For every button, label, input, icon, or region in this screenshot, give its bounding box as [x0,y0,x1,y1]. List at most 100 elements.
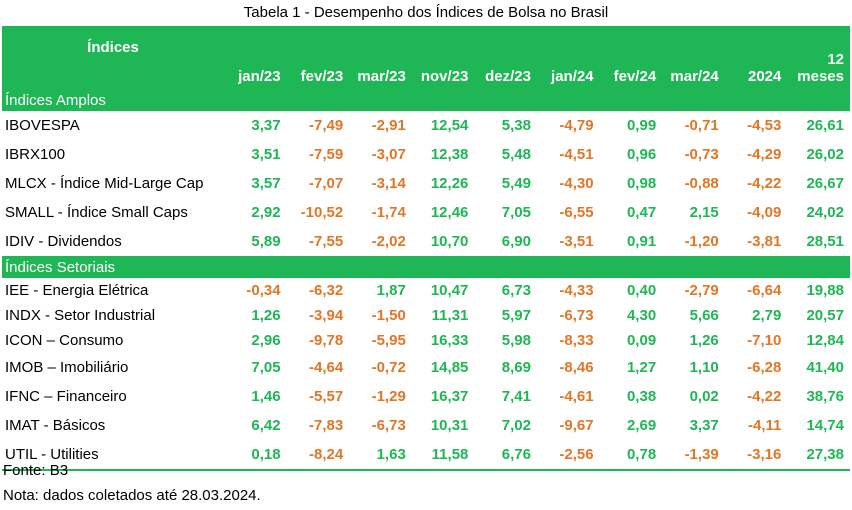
value-cell: 14,74 [806,417,844,434]
table-row: ICON – Consumo 2,96 -9,78 -5,95 16,33 5,98 -8,… [2,328,850,353]
value-cell: -4,79 [559,117,594,134]
value-cell: -10,52 [300,204,344,221]
index-name: IEE - Energia Elétrica [5,282,149,299]
value-cell: 3,51 [251,146,281,163]
value-cell: 6,90 [501,233,531,250]
value-cell: 4,30 [626,307,657,324]
value-cell: -0,72 [371,359,406,376]
performance-table: Índices jan/23 fev/23 mar/23 nov/23 dez/23 ja… [2,26,850,471]
value-cell: -3,94 [309,307,344,324]
table-row: IDIV - Dividendos 5,89 -7,55 -2,02 10,70 6,90… [2,227,850,256]
value-cell: -1,50 [371,307,406,324]
column-header: jan/23 [224,26,287,89]
value-cell: -3,51 [559,233,594,250]
value-cell: -2,91 [371,117,406,134]
value-cell: 0,09 [626,332,657,349]
value-cell: -6,73 [371,417,406,434]
value-cell: 7,41 [501,388,531,405]
value-cell: -4,53 [747,117,782,134]
table-row: IMAT - Básicos 6,42 -7,83 -6,73 10,31 7,02 -9,… [2,411,850,440]
value-cell: 0,78 [599,440,663,471]
value-cell: -6,64 [747,282,782,299]
value-cell: 0,40 [626,282,657,299]
value-cell: -2,56 [536,440,600,471]
value-cell: 11,58 [411,440,475,471]
value-cell: 12,84 [806,332,844,349]
column-header: mar/23 [349,26,412,89]
value-cell: 0,96 [626,146,657,163]
table-row: IBOVESPA 3,37 -7,49 -2,91 12,54 5,38 -4,79 0,99… [2,111,850,140]
value-cell: 26,67 [806,175,844,192]
value-cell: -7,55 [309,233,344,250]
table-row: INDX - Setor Industrial 1,26 -3,94 -1,50 11,… [2,303,850,328]
column-header: 12 meses [787,26,850,89]
value-cell: 10,31 [430,417,469,434]
value-cell: 1,10 [689,359,719,376]
value-cell: 1,27 [626,359,657,376]
value-cell: 3,57 [251,175,281,192]
value-cell: -3,81 [747,233,782,250]
value-cell: 6,42 [251,417,281,434]
value-cell: 10,47 [430,282,469,299]
value-cell: 28,51 [806,233,844,250]
table-row: IMOB – Imobiliário 7,05 -4,64 -0,72 14,85 8,6… [2,353,850,382]
value-cell: 16,37 [430,388,469,405]
value-cell: -2,79 [684,282,719,299]
value-cell: -4,33 [559,282,594,299]
value-cell: 2,92 [251,204,281,221]
value-cell: -3,16 [724,440,788,471]
index-name: MLCX - Índice Mid-Large Cap [5,175,204,192]
index-name: IDIV - Dividendos [5,233,122,250]
value-cell: 10,70 [430,233,469,250]
value-cell: -7,59 [309,146,344,163]
value-cell: -5,95 [371,332,406,349]
value-cell: 5,48 [501,146,531,163]
value-cell: 0,18 [224,440,287,471]
value-cell: 19,88 [806,282,844,299]
column-header: dez/23 [474,26,537,89]
value-cell: 7,02 [501,417,531,434]
table-header: Índices jan/23 fev/23 mar/23 nov/23 dez/23 ja… [2,26,850,89]
value-cell: -0,88 [684,175,719,192]
value-cell: 16,33 [430,332,469,349]
value-cell: -4,64 [309,359,344,376]
value-cell: -0,71 [684,117,719,134]
index-name: IMAT - Básicos [5,417,106,434]
value-cell: -8,46 [559,359,594,376]
value-cell: 5,49 [501,175,531,192]
value-cell: -7,49 [309,117,344,134]
value-cell: -0,73 [684,146,719,163]
value-cell: 12,54 [430,117,469,134]
value-cell: -4,29 [747,146,782,163]
index-name: IBRX100 [5,146,66,163]
index-name: IFNC – Financeiro [5,388,127,405]
value-cell: 0,99 [626,117,657,134]
value-cell: -4,09 [747,204,782,221]
value-cell: 38,76 [806,388,844,405]
value-cell: -6,28 [747,359,782,376]
value-cell: -9,67 [559,417,594,434]
value-cell: 0,98 [626,175,657,192]
index-name: SMALL - Índice Small Caps [5,204,188,221]
value-cell: -4,22 [747,388,782,405]
value-cell: 1,63 [349,440,412,471]
value-cell: 2,79 [752,307,782,324]
value-cell: 2,15 [689,204,719,221]
data-note: Nota: dados coletados até 28.03.2024. [3,487,261,504]
column-header: nov/23 [411,26,475,89]
table-row: IEE - Energia Elétrica -0,34 -6,32 1,87 10,4… [2,278,850,303]
value-cell: 3,37 [251,117,281,134]
value-cell: 1,46 [251,388,281,405]
value-cell: -9,78 [309,332,344,349]
value-cell: 0,47 [626,204,657,221]
value-cell: -1,20 [684,233,719,250]
table-body: Índices Amplos IBOVESPA 3,37 -7,49 -2,91 12,5… [2,89,850,471]
table-row: IFNC – Financeiro 1,46 -5,57 -1,29 16,37 7,41… [2,382,850,411]
value-cell: -2,02 [371,233,406,250]
value-cell: -0,34 [246,282,281,299]
value-cell: 2,96 [251,332,281,349]
table-row: IBRX100 3,51 -7,59 -3,07 12,38 5,48 -4,51 0,96 -… [2,140,850,169]
value-cell: 7,05 [501,204,531,221]
value-cell: 1,26 [689,332,719,349]
column-header: jan/24 [536,26,600,89]
